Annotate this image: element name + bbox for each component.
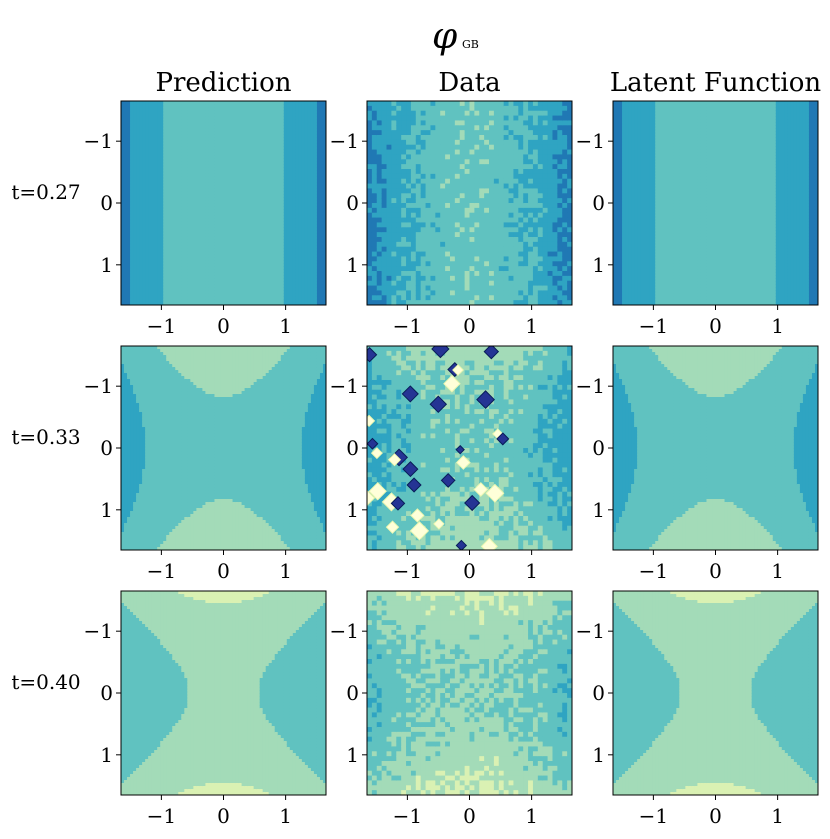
- x-tick-label: 0: [463, 804, 476, 828]
- y-tick-label: 0: [100, 191, 113, 215]
- y-tick-label: −1: [84, 129, 113, 153]
- x-tick-label: 1: [771, 559, 784, 583]
- y-tick-label: −1: [576, 619, 605, 643]
- x-tick-label: 1: [279, 314, 292, 338]
- contour-fill: [367, 101, 572, 305]
- x-tick-label: 0: [709, 314, 722, 338]
- x-tick-label: −1: [639, 804, 668, 828]
- y-tick-label: 0: [100, 681, 113, 705]
- row-label-3: t=0.40: [11, 670, 80, 694]
- x-tick-label: 0: [217, 314, 230, 338]
- y-tick-label: 1: [346, 498, 359, 522]
- y-tick-label: 0: [346, 191, 359, 215]
- contour-fill: [121, 346, 326, 550]
- x-tick-label: −1: [393, 559, 422, 583]
- figure-title: φ GB: [432, 16, 479, 57]
- contour-fill: [121, 101, 326, 305]
- x-tick-label: 0: [463, 559, 476, 583]
- y-tick-label: −1: [84, 619, 113, 643]
- y-tick-label: 0: [592, 191, 605, 215]
- x-tick-label: −1: [639, 559, 668, 583]
- x-tick-label: 1: [279, 559, 292, 583]
- x-tick-label: 1: [525, 314, 538, 338]
- panel-r2-c3: −1 0 1 1 0 −1: [576, 345, 819, 583]
- row-label-1: t=0.27: [11, 180, 80, 204]
- x-tick-label: −1: [393, 804, 422, 828]
- y-tick-label: −1: [84, 374, 113, 398]
- y-tick-label: 1: [592, 743, 605, 767]
- column-title-1: Prediction: [156, 68, 292, 98]
- contour-fill: [613, 101, 818, 305]
- y-tick-label: −1: [330, 619, 359, 643]
- x-tick-label: 0: [463, 314, 476, 338]
- y-tick-label: −1: [330, 374, 359, 398]
- x-tick-label: 1: [279, 804, 292, 828]
- x-tick-label: 1: [525, 559, 538, 583]
- column-title-2: Data: [438, 68, 500, 98]
- y-tick-label: 1: [592, 498, 605, 522]
- panel-r1-c1: −1 0 1 1 0 −1: [84, 100, 327, 338]
- panel-r1-c2: −1 0 1 1 0 −1: [330, 100, 573, 338]
- y-tick-label: −1: [576, 374, 605, 398]
- y-tick-label: 0: [592, 436, 605, 460]
- x-tick-label: 1: [771, 314, 784, 338]
- x-tick-label: −1: [147, 804, 176, 828]
- panel-r2-c2: −1 0 1 1 0 −1: [330, 345, 573, 583]
- y-tick-label: −1: [576, 129, 605, 153]
- y-tick-label: 1: [100, 743, 113, 767]
- y-tick-label: 1: [346, 253, 359, 277]
- contour-fill: [367, 346, 572, 550]
- panel-r3-c1: −1 0 1 1 0 −1: [84, 590, 327, 828]
- row-label-2: t=0.33: [11, 425, 80, 449]
- x-tick-label: 1: [771, 804, 784, 828]
- column-title-3: Latent Function: [610, 68, 822, 98]
- contour-fill: [613, 346, 818, 550]
- y-tick-label: 0: [592, 681, 605, 705]
- x-tick-label: 0: [709, 559, 722, 583]
- contour-fill: [121, 591, 326, 795]
- x-tick-label: 1: [525, 804, 538, 828]
- x-tick-label: −1: [147, 314, 176, 338]
- x-tick-label: 0: [217, 559, 230, 583]
- figure-title-subscript: GB: [462, 38, 479, 51]
- panel-r2-c1: −1 0 1 1 0 −1: [84, 345, 327, 583]
- y-tick-label: 0: [346, 436, 359, 460]
- x-tick-label: 0: [217, 804, 230, 828]
- panel-r1-c3: −1 0 1 1 0 −1: [576, 100, 819, 338]
- x-tick-label: −1: [639, 314, 668, 338]
- y-tick-label: 0: [346, 681, 359, 705]
- y-tick-label: 1: [100, 498, 113, 522]
- y-tick-label: 0: [100, 436, 113, 460]
- outlier-spots: [367, 346, 510, 550]
- x-tick-label: −1: [393, 314, 422, 338]
- x-tick-label: 0: [709, 804, 722, 828]
- contour-fill: [367, 591, 572, 795]
- figure-title-symbol: φ: [432, 16, 458, 57]
- y-tick-label: −1: [330, 129, 359, 153]
- contour-fill: [613, 591, 818, 795]
- y-tick-label: 1: [592, 253, 605, 277]
- y-tick-label: 1: [346, 743, 359, 767]
- y-tick-label: 1: [100, 253, 113, 277]
- panel-r3-c3: −1 0 1 1 0 −1: [576, 590, 819, 828]
- x-tick-label: −1: [147, 559, 176, 583]
- panel-r3-c2: −1 0 1 1 0 −1: [330, 590, 573, 828]
